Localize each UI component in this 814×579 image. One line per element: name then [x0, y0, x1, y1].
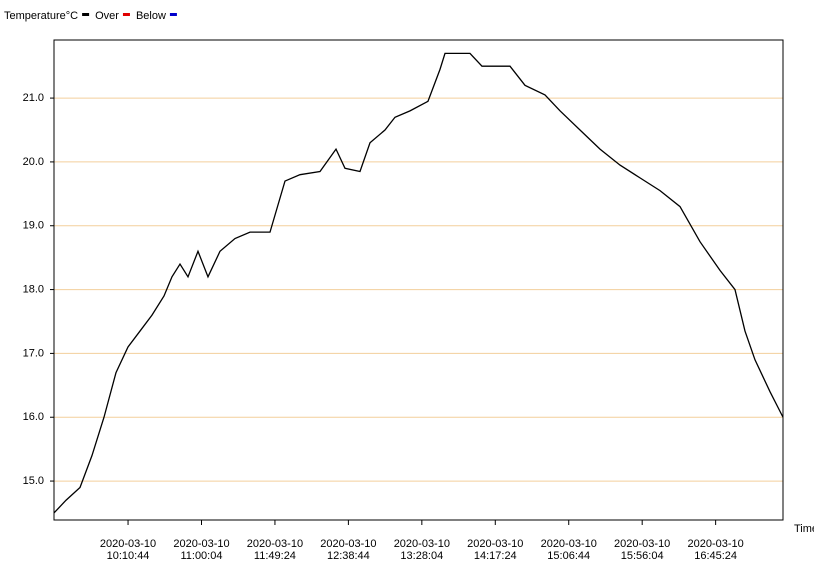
x-axis-label: Time: [794, 523, 814, 535]
y-tick-label: 15.0: [23, 475, 44, 487]
x-tick-label: 2020-03-10 12:38:44: [320, 538, 377, 562]
x-tick-label: 2020-03-10 15:56:04: [614, 538, 671, 562]
x-tick-label: 2020-03-10 14:17:24: [467, 538, 524, 562]
legend-label: Over: [95, 10, 119, 22]
x-tick-label: 2020-03-10 11:00:04: [173, 538, 230, 562]
y-tick-label: 18.0: [23, 283, 44, 295]
y-tick-label: 17.0: [23, 347, 44, 359]
legend-label: Temperature°C: [4, 10, 78, 22]
x-tick-label: 2020-03-10 15:06:44: [540, 538, 597, 562]
y-tick-label: 19.0: [23, 220, 44, 232]
legend-swatch: [82, 13, 90, 16]
y-tick-label: 16.0: [23, 411, 44, 423]
x-tick-label: 2020-03-10 11:49:24: [246, 538, 304, 562]
x-tick-label: 2020-03-10 13:28:04: [393, 538, 450, 562]
legend-label: Below: [136, 10, 166, 22]
y-tick-label: 20.0: [23, 156, 44, 168]
temperature-line: [53, 52, 784, 514]
x-tick-label: 2020-03-10 10:10:44: [99, 538, 157, 562]
plot-frame: [53, 39, 784, 521]
y-tick-label: 21.0: [23, 92, 44, 104]
x-tick-label: 2020-03-10 16:45:24: [687, 538, 744, 562]
legend-swatch: [169, 13, 177, 16]
legend-swatch: [122, 13, 130, 16]
